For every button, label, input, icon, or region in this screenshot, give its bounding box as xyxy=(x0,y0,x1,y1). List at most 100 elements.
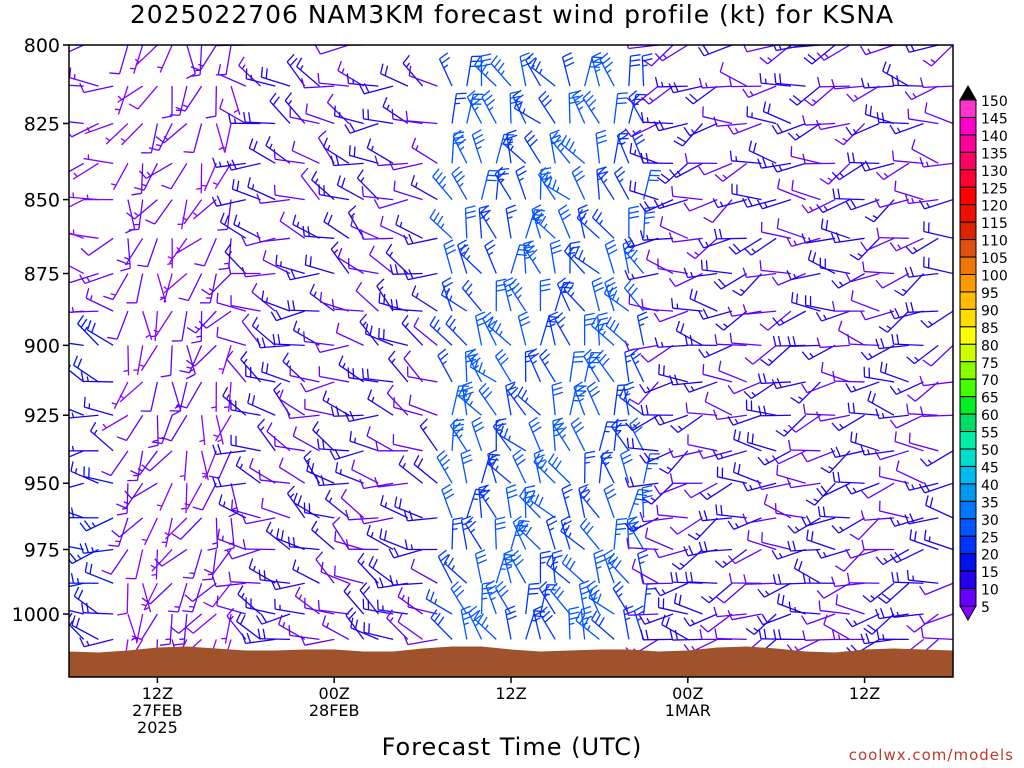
wind-barb xyxy=(597,312,609,346)
wind-barb xyxy=(436,45,438,46)
wind-barb xyxy=(879,361,910,383)
wind-barb xyxy=(116,237,144,265)
wind-barb xyxy=(702,364,733,383)
wind-barb xyxy=(245,365,276,383)
wind-barb xyxy=(539,45,541,46)
wind-barb xyxy=(654,337,688,348)
wind-barb xyxy=(546,554,571,584)
wind-barb xyxy=(201,273,232,296)
wind-barb xyxy=(287,300,320,312)
wind-barb xyxy=(116,483,129,516)
wind-barb xyxy=(834,549,866,572)
colorbar-label: 60 xyxy=(981,408,999,424)
wind-barb xyxy=(845,198,880,211)
wind-barb xyxy=(407,596,438,615)
wind-barb xyxy=(774,503,806,519)
colorbar-label: 135 xyxy=(981,146,1008,162)
wind-barb xyxy=(335,462,364,484)
wind-barb xyxy=(237,585,261,615)
colorbar-swatch xyxy=(959,134,977,153)
wind-barb xyxy=(920,406,953,418)
wind-barb xyxy=(226,159,261,171)
wind-barb xyxy=(451,517,464,550)
wind-barb xyxy=(315,551,335,584)
wind-barb xyxy=(388,160,423,171)
wind-barb xyxy=(820,218,851,239)
wind-barb xyxy=(669,162,703,179)
wind-barb xyxy=(604,239,618,274)
wind-barb xyxy=(580,605,593,640)
wind-barb xyxy=(251,282,276,312)
wind-barb xyxy=(685,402,718,416)
wind-barb xyxy=(788,601,821,615)
wind-barb xyxy=(519,487,541,519)
wind-barb xyxy=(743,45,777,53)
wind-barb xyxy=(731,183,762,201)
wind-barb xyxy=(452,129,468,164)
wind-barb xyxy=(703,199,733,224)
wind-barb xyxy=(642,45,644,46)
wind-barb xyxy=(360,229,394,240)
wind-barb xyxy=(539,606,556,640)
wind-barb xyxy=(131,163,144,196)
wind-barb xyxy=(759,310,792,331)
wind-barb xyxy=(644,527,674,551)
colorbar-swatch xyxy=(959,570,977,590)
wind-barb xyxy=(788,85,821,106)
wind-barb xyxy=(860,482,895,499)
wind-barb xyxy=(69,238,70,239)
wind-barb xyxy=(819,162,851,185)
wind-barb xyxy=(79,542,114,554)
wind-barb xyxy=(891,572,924,584)
wind-barb xyxy=(518,519,541,550)
wind-barb xyxy=(227,263,261,275)
wind-barb xyxy=(457,239,469,274)
wind-barb xyxy=(441,483,455,519)
wind-barb xyxy=(687,517,718,541)
wind-barb xyxy=(231,499,261,519)
wind-barb xyxy=(669,517,703,535)
wind-barb xyxy=(613,166,630,200)
wind-barb xyxy=(728,237,762,255)
wind-barb xyxy=(789,45,821,49)
wind-barb xyxy=(286,53,306,87)
wind-barb xyxy=(760,221,792,239)
wind-barb xyxy=(791,292,821,312)
terrain xyxy=(69,646,953,677)
wind-barb xyxy=(616,129,630,164)
wind-barb xyxy=(317,438,349,452)
wind-barb xyxy=(301,45,305,46)
wind-barb xyxy=(622,605,635,640)
wind-barb xyxy=(375,440,408,452)
colorbar-swatch xyxy=(959,169,977,188)
wind-barb xyxy=(225,350,247,383)
wind-barb xyxy=(714,334,747,347)
wind-barb xyxy=(748,140,777,164)
wind-barb xyxy=(440,285,468,312)
y-tick-label: 825 xyxy=(24,113,60,135)
wind-barb xyxy=(220,123,232,153)
wind-barb xyxy=(507,383,527,416)
wind-barb xyxy=(278,389,306,416)
wind-barb xyxy=(510,244,530,274)
wind-barb xyxy=(815,119,850,131)
colorbar-swatch xyxy=(959,274,977,293)
wind-barb xyxy=(120,123,144,146)
wind-barb xyxy=(404,539,438,551)
wind-barb xyxy=(179,345,203,374)
wind-barb xyxy=(265,521,291,550)
wind-barb xyxy=(875,408,909,420)
wind-barb xyxy=(368,555,394,584)
wind-barb xyxy=(79,82,114,94)
wind-barb xyxy=(539,584,558,615)
wind-barb xyxy=(640,152,674,164)
wind-barb xyxy=(71,615,99,640)
wind-barb xyxy=(127,450,144,482)
y-tick-label: 1000 xyxy=(12,604,60,626)
wind-barb xyxy=(140,381,159,412)
wind-barb xyxy=(123,345,130,376)
wind-barb xyxy=(161,162,188,190)
wind-barb xyxy=(728,76,762,88)
wind-barb xyxy=(258,569,291,584)
wind-barb xyxy=(890,607,924,618)
